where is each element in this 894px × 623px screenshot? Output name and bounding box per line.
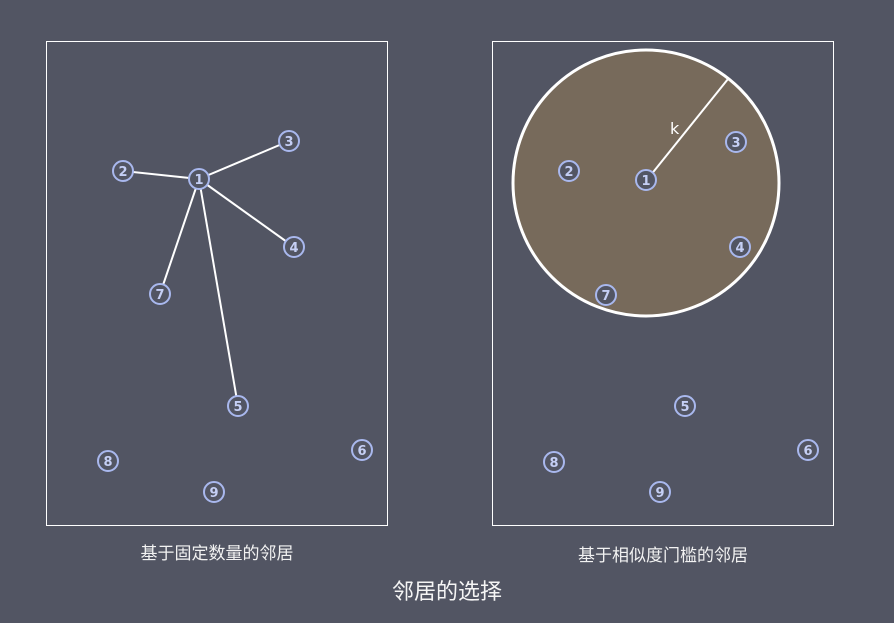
right-node-3-circle bbox=[725, 131, 747, 153]
right-node-5-circle bbox=[674, 395, 696, 417]
right-node-9-label: 9 bbox=[655, 486, 664, 501]
left-panel: 1 2 3 4 5 6 7 8 9 bbox=[46, 41, 388, 526]
left-node-3: 3 bbox=[278, 130, 300, 152]
right-node-4: 4 bbox=[729, 236, 751, 258]
right-node-3: 3 bbox=[725, 131, 747, 153]
right-node-4-label: 4 bbox=[735, 241, 744, 256]
right-node-4-circle bbox=[729, 236, 751, 258]
left-node-7-circle bbox=[149, 283, 171, 305]
right-node-2-label: 2 bbox=[564, 165, 573, 180]
radius-label: k bbox=[670, 119, 680, 138]
left-node-8-label: 8 bbox=[103, 455, 112, 470]
left-node-2-circle bbox=[112, 160, 134, 182]
left-node-9-circle bbox=[203, 481, 225, 503]
left-panel-frame bbox=[46, 41, 388, 526]
left-panel-caption: 基于固定数量的邻居 bbox=[140, 544, 294, 564]
right-node-8-label: 8 bbox=[549, 456, 558, 471]
right-node-6: 6 bbox=[797, 439, 819, 461]
right-node-5: 5 bbox=[674, 395, 696, 417]
left-node-1-circle bbox=[188, 168, 210, 190]
right-node-8-circle bbox=[543, 451, 565, 473]
left-node-9: 9 bbox=[203, 481, 225, 503]
right-nodes: 1 2 3 4 5 6 7 8 9 bbox=[543, 131, 819, 503]
left-node-2-label: 2 bbox=[118, 165, 127, 180]
right-node-9: 9 bbox=[649, 481, 671, 503]
left-node-7-label: 7 bbox=[155, 288, 164, 303]
radius-line bbox=[645, 78, 729, 182]
left-node-6: 6 bbox=[351, 439, 373, 461]
right-node-1-label: 1 bbox=[641, 174, 650, 189]
left-edge-1-3 bbox=[198, 140, 290, 180]
right-node-9-circle bbox=[649, 481, 671, 503]
left-edge-1-4 bbox=[198, 178, 295, 248]
left-edge-1-7 bbox=[159, 178, 200, 295]
right-node-6-circle bbox=[797, 439, 819, 461]
left-node-3-label: 3 bbox=[284, 135, 293, 150]
right-node-8: 8 bbox=[543, 451, 565, 473]
left-edges bbox=[122, 140, 295, 407]
right-node-1-circle bbox=[635, 169, 657, 191]
right-node-7-circle bbox=[595, 284, 617, 306]
right-node-1: 1 bbox=[635, 169, 657, 191]
left-node-5: 5 bbox=[227, 395, 249, 417]
left-edge-1-2 bbox=[122, 170, 200, 180]
left-nodes: 1 2 3 4 5 6 7 8 9 bbox=[97, 130, 373, 503]
left-node-7: 7 bbox=[149, 283, 171, 305]
left-node-2: 2 bbox=[112, 160, 134, 182]
left-node-4: 4 bbox=[283, 236, 305, 258]
left-node-5-circle bbox=[227, 395, 249, 417]
right-node-3-label: 3 bbox=[731, 136, 740, 151]
right-node-5-label: 5 bbox=[680, 400, 689, 415]
left-edge-1-5 bbox=[198, 178, 239, 407]
right-panel-frame bbox=[492, 41, 834, 526]
left-node-6-label: 6 bbox=[357, 444, 366, 459]
left-node-8: 8 bbox=[97, 450, 119, 472]
right-panel: k 1 2 3 4 5 6 7 8 9 bbox=[492, 41, 834, 526]
left-node-6-circle bbox=[351, 439, 373, 461]
right-node-7-label: 7 bbox=[601, 289, 610, 304]
left-node-9-label: 9 bbox=[209, 486, 218, 501]
right-node-2: 2 bbox=[558, 160, 580, 182]
diagram-title: 邻居的选择 bbox=[391, 580, 502, 605]
left-node-3-circle bbox=[278, 130, 300, 152]
right-node-2-circle bbox=[558, 160, 580, 182]
right-node-6-label: 6 bbox=[803, 444, 812, 459]
left-node-1: 1 bbox=[188, 168, 210, 190]
left-node-4-circle bbox=[283, 236, 305, 258]
right-panel-caption: 基于相似度门槛的邻居 bbox=[578, 546, 748, 566]
left-node-4-label: 4 bbox=[289, 241, 298, 256]
right-node-7: 7 bbox=[595, 284, 617, 306]
left-node-1-label: 1 bbox=[194, 173, 203, 188]
left-node-8-circle bbox=[97, 450, 119, 472]
left-node-5-label: 5 bbox=[233, 400, 242, 415]
